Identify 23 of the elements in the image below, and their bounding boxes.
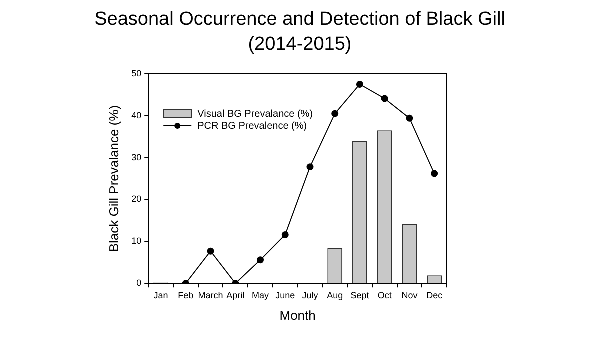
x-tick-label: Dec	[426, 290, 444, 300]
legend-label: Visual BG Prevalance (%)	[198, 108, 314, 120]
x-tick-label: May	[252, 290, 270, 300]
x-axis-title: Month	[280, 308, 316, 323]
x-tick-label: June	[276, 290, 296, 300]
legend-label: PCR BG Prevalence (%)	[198, 120, 308, 132]
x-tick-label: July	[302, 290, 319, 300]
x-tick-label: Aug	[327, 290, 344, 300]
y-tick-label: 20	[132, 194, 142, 204]
y-tick-label: 40	[132, 110, 142, 120]
y-tick-label: 0	[136, 278, 142, 288]
chart-title: Seasonal Occurrence and Detection of Black Gill (2014-2015)	[94, 9, 506, 56]
y-axis-title: Black Gill Prevalance (%)	[106, 105, 122, 252]
x-tick-label: Jan	[154, 290, 168, 300]
x-tick-label: April	[226, 290, 245, 300]
y-tick-label: 30	[132, 152, 142, 162]
y-tick-label: 50	[132, 68, 142, 78]
x-tick-label: Sept	[350, 290, 370, 300]
y-tick-label: 10	[132, 236, 142, 246]
x-tick-label: Feb	[178, 290, 194, 300]
x-tick-label: March	[198, 290, 224, 300]
x-tick-label: Oct	[378, 290, 392, 300]
x-tick-label: Nov	[402, 290, 418, 300]
